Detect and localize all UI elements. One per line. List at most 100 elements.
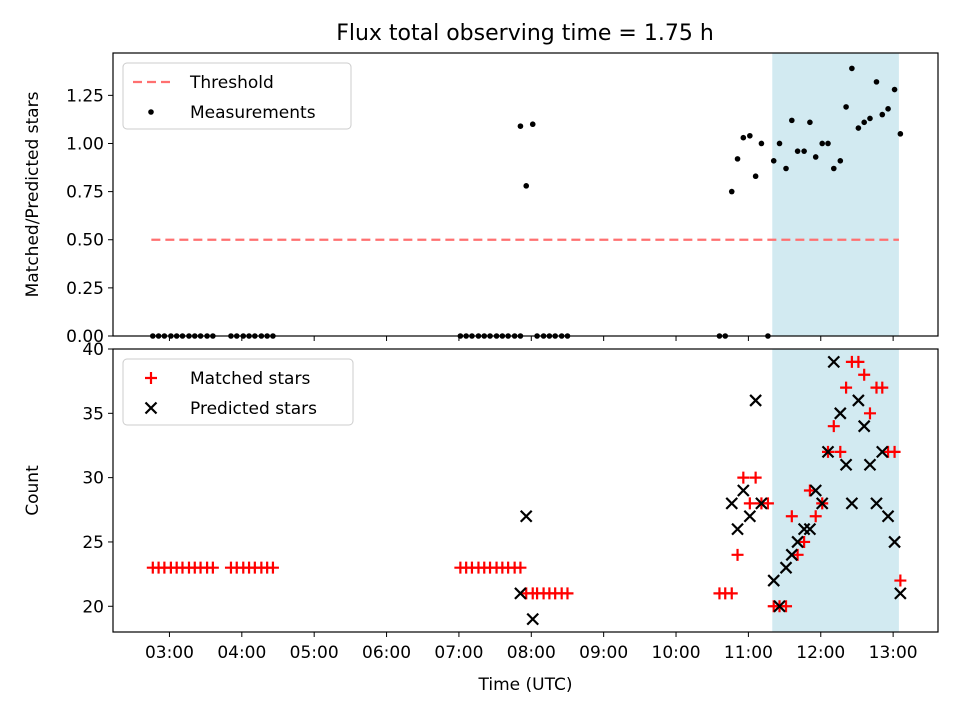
predicted-star-marker xyxy=(827,355,841,369)
predicted-star-marker xyxy=(852,394,865,407)
matched-star-marker xyxy=(791,548,804,561)
matched-star-marker xyxy=(888,445,901,458)
x-tick-label: 12:00 xyxy=(796,643,845,663)
measurement-point xyxy=(891,86,898,93)
measurement-point xyxy=(897,131,904,137)
measurement-point xyxy=(517,123,524,129)
count-panel: 20 25 30 35 40 03:00 04:00 05:00 06:00 07:00 08:00… xyxy=(23,340,939,695)
matched-star-marker xyxy=(834,445,847,458)
measurement-point xyxy=(747,132,753,139)
x-tick-label: 10:00 xyxy=(652,643,701,663)
predicted-star-marker xyxy=(519,509,533,523)
legend-measurement-swatch xyxy=(148,109,154,115)
measurement-point xyxy=(776,140,783,147)
measurement-point xyxy=(861,119,867,126)
y-tick-label: 30 xyxy=(82,469,104,489)
measurement-point xyxy=(758,140,765,147)
predicted-star-marker xyxy=(791,535,804,549)
predicted-star-marker xyxy=(737,484,750,497)
predicted-star-marker xyxy=(731,522,744,536)
y-axis-label: Count xyxy=(23,465,43,516)
measurement-point xyxy=(812,154,819,160)
measurement-point xyxy=(728,188,735,195)
matched-star-marker xyxy=(206,561,219,574)
y-tick-label: 1.25 xyxy=(66,86,104,106)
measurement-point xyxy=(849,65,855,72)
y-tick-label: 1.00 xyxy=(66,134,104,154)
measurement-point xyxy=(885,106,891,112)
predicted-star-marker xyxy=(834,407,847,420)
x-tick-label: 07:00 xyxy=(434,643,483,663)
matched-star-marker xyxy=(785,510,798,523)
legend: Matched stars Predicted stars xyxy=(122,358,354,426)
legend-label: Predicted stars xyxy=(190,399,317,419)
predicted-star-marker xyxy=(881,509,895,523)
measurement-point xyxy=(752,173,759,180)
predicted-star-marker xyxy=(888,535,901,549)
predicted-star-marker xyxy=(857,419,871,433)
matched-star-marker xyxy=(863,407,876,420)
predicted-star-marker xyxy=(821,445,835,459)
predicted-star-marker xyxy=(743,509,757,523)
legend-predicted-swatch xyxy=(144,401,158,415)
predicted-star-marker xyxy=(803,522,817,536)
measurement-point xyxy=(825,140,831,147)
legend-matched-swatch xyxy=(145,372,157,384)
matched-star-marker xyxy=(803,484,816,497)
x-tick-label: 13:00 xyxy=(869,643,918,663)
legend: Threshold Measurements xyxy=(122,62,352,130)
matched-star-marker xyxy=(809,510,822,523)
matched-star-marker xyxy=(840,381,853,394)
measurement-point xyxy=(830,165,837,172)
axes-frame xyxy=(112,52,939,337)
y-tick-label: 40 xyxy=(82,340,104,360)
y-tick-label: 0.50 xyxy=(66,231,104,251)
predicted-star-marker xyxy=(845,497,859,510)
y-axis-label: Matched/Predicted stars xyxy=(23,91,43,297)
measurement-point xyxy=(740,134,747,141)
predicted-star-marker xyxy=(773,599,786,613)
legend-box xyxy=(122,358,354,426)
legend-label: Measurements xyxy=(190,103,316,123)
predicted-star-marker xyxy=(526,612,540,626)
predicted-star-marker xyxy=(785,548,799,562)
matched-star-marker xyxy=(514,561,527,574)
matched-star-marker xyxy=(725,587,738,600)
predicted-star-marker xyxy=(815,497,829,510)
measurement-point xyxy=(837,158,844,164)
matched-star-marker xyxy=(561,587,574,600)
x-axis-label: Time (UTC) xyxy=(478,675,573,695)
y-tick-label: 0.00 xyxy=(66,327,104,347)
predicted-star-marker xyxy=(875,445,889,459)
matched-star-marker xyxy=(749,471,762,484)
y-tick-label: 0.75 xyxy=(66,183,104,203)
predicted-star-marker xyxy=(839,458,853,472)
axes-frame xyxy=(112,348,939,633)
predicted-star-marker xyxy=(725,497,739,510)
measurement-point xyxy=(529,121,536,128)
predicted-star-marker xyxy=(779,561,793,574)
x-tick-label: 03:00 xyxy=(145,643,194,663)
y-tick-label: 35 xyxy=(82,404,104,424)
measurement-point xyxy=(807,119,813,126)
predicted-star-marker xyxy=(809,484,822,497)
measurement-point xyxy=(855,125,862,131)
ratio-panel: 0.00 0.25 0.50 0.75 1.00 1.25 Matched/Predicte… xyxy=(23,52,939,347)
x-tick-label: 11:00 xyxy=(724,643,773,663)
measurement-point xyxy=(794,148,801,154)
y-tick-label: 0.25 xyxy=(66,279,104,299)
matched-star-marker xyxy=(266,561,279,574)
matched-star-marker xyxy=(761,497,774,510)
measurement-point xyxy=(873,79,880,85)
matched-star-marker xyxy=(737,471,750,484)
matched-star-marker xyxy=(894,574,907,587)
matched-star-marker xyxy=(743,497,756,510)
measurement-point xyxy=(770,158,777,164)
legend-label: Matched stars xyxy=(190,369,310,389)
predicted-star-marker xyxy=(767,574,781,587)
y-tick-label: 25 xyxy=(82,533,104,553)
matched-star-marker xyxy=(731,548,744,561)
x-tick-label: 09:00 xyxy=(579,643,628,663)
x-tick-label: 06:00 xyxy=(362,643,411,663)
measurement-point xyxy=(867,115,873,122)
